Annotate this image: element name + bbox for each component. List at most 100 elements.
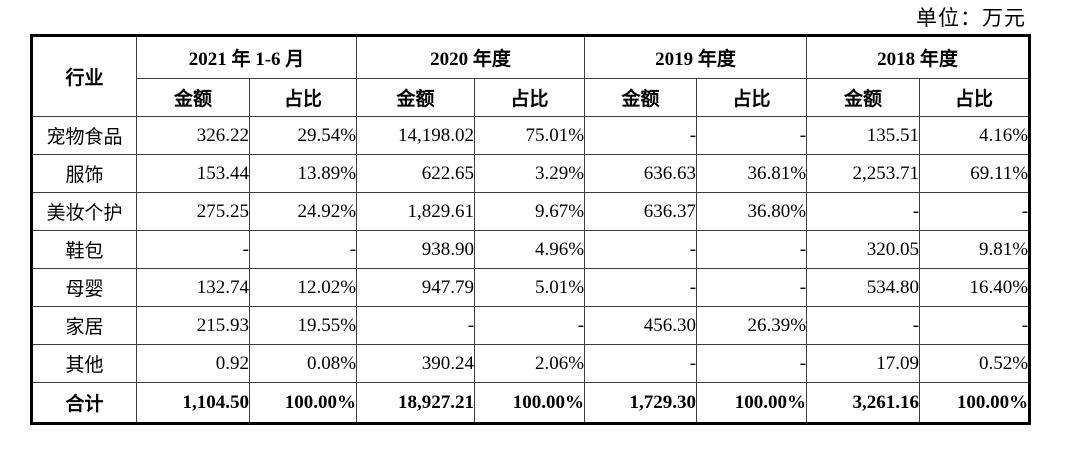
share-cell: -	[696, 344, 808, 383]
industry-cell: 服饰	[31, 154, 137, 193]
table-row: 家居 215.93 19.55% - -456.30 26.39% - -	[31, 306, 1031, 345]
period-header-2019: 2019 年度	[584, 35, 808, 79]
share-cell: 9.67%	[474, 192, 586, 231]
share-header-cell: 占比	[696, 78, 808, 117]
industry-cell: 其他	[31, 344, 137, 383]
share-cell: 69.11%	[919, 154, 1031, 193]
share-cell: 100.00%	[248, 382, 358, 424]
share-cell: 0.52%	[919, 344, 1031, 383]
amount-cell: 636.63	[584, 154, 698, 193]
amount-header-cell: 金额	[136, 78, 250, 117]
share-cell: 12.02%	[248, 268, 358, 307]
industry-cell: 美妆个护	[31, 192, 137, 231]
period-header-2018: 2018 年度	[806, 35, 1031, 79]
amount-cell: 14,198.02	[356, 116, 476, 155]
share-cell: 36.80%	[696, 192, 808, 231]
amount-cell: 135.51	[806, 116, 921, 155]
amount-cell: 622.65	[356, 154, 476, 193]
industry-cell: 鞋包	[31, 230, 137, 269]
table-row: 其他 0.92 0.08% 390.24 2.06% - -17.09 0.52%	[31, 344, 1031, 383]
amount-cell: 534.80	[806, 268, 921, 307]
share-cell: 13.89%	[248, 154, 358, 193]
share-cell: 100.00%	[696, 382, 808, 424]
share-header-cell: 占比	[248, 78, 358, 117]
amount-cell: 0.92	[136, 344, 250, 383]
period-header-2020: 2020 年度	[356, 35, 586, 79]
share-cell: 16.40%	[919, 268, 1031, 307]
amount-cell: 320.05	[806, 230, 921, 269]
industry-header-cell: 行业	[31, 35, 137, 117]
amount-cell: 17.09	[806, 344, 921, 383]
period-header-2021: 2021 年 1-6 月	[135, 35, 358, 79]
revenue-by-industry-table: 行业 2021 年 1-6 月 2020 年度 2019 年度 2018 年度 …	[30, 34, 1032, 425]
unit-label: 单位：万元	[916, 6, 1026, 30]
share-cell: 100.00%	[474, 382, 586, 424]
share-cell: 4.16%	[919, 116, 1031, 155]
amount-cell: 390.24	[356, 344, 476, 383]
amount-cell: -	[584, 268, 698, 307]
share-cell: 100.00%	[919, 382, 1031, 424]
amount-cell: -	[584, 230, 698, 269]
amount-header-cell: 金额	[584, 78, 698, 117]
share-cell: 36.81%	[696, 154, 808, 193]
share-cell: -	[919, 192, 1031, 231]
share-cell: -	[696, 230, 808, 269]
table-header: 行业 2021 年 1-6 月 2020 年度 2019 年度 2018 年度 …	[31, 35, 1031, 117]
amount-cell: -	[136, 230, 250, 269]
total-row: 合计 1,104.50 100.00% 18,927.21 100.00% 1,729.3…	[31, 382, 1031, 424]
share-cell: 29.54%	[248, 116, 358, 155]
industry-cell: 宠物食品	[31, 116, 137, 155]
share-cell: -	[696, 268, 808, 307]
table-row: 宠物食品 326.22 29.54% 14,198.02 75.01% - -135.51 4…	[31, 116, 1031, 155]
amount-cell: 947.79	[356, 268, 476, 307]
amount-cell: 456.30	[584, 306, 698, 345]
amount-cell: 18,927.21	[356, 382, 476, 424]
industry-cell: 母婴	[31, 268, 137, 307]
amount-cell: -	[806, 192, 921, 231]
amount-cell: 938.90	[356, 230, 476, 269]
table-body: 宠物食品 326.22 29.54% 14,198.02 75.01% - -135.51 4…	[31, 116, 1031, 424]
amount-cell: 1,729.30	[584, 382, 698, 424]
amount-cell: 153.44	[136, 154, 250, 193]
share-cell: 75.01%	[474, 116, 586, 155]
period-header-row: 行业 2021 年 1-6 月 2020 年度 2019 年度 2018 年度	[31, 35, 1031, 117]
share-cell: -	[474, 306, 586, 345]
amount-cell: 1,829.61	[356, 192, 476, 231]
table-row: 美妆个护 275.25 24.92% 1,829.61 9.67% 636.37 36.80…	[31, 192, 1031, 231]
share-cell: 4.96%	[474, 230, 586, 269]
share-cell: 5.01%	[474, 268, 586, 307]
amount-cell: 275.25	[136, 192, 250, 231]
amount-cell: 132.74	[136, 268, 250, 307]
amount-header-cell: 金额	[356, 78, 476, 117]
share-header-cell: 占比	[474, 78, 586, 117]
amount-cell: -	[806, 306, 921, 345]
amount-cell: -	[356, 306, 476, 345]
amount-cell: -	[584, 344, 698, 383]
share-cell: 3.29%	[474, 154, 586, 193]
share-cell: 9.81%	[919, 230, 1031, 269]
sub-header-row: 金额 占比 金额 占比 金额 占比 金额 占比	[32, 78, 1031, 117]
table-row: 鞋包 - -938.90 4.96% - -320.05 9.81%	[31, 230, 1031, 269]
amount-cell: 636.37	[584, 192, 698, 231]
amount-cell: -	[584, 116, 698, 155]
amount-cell: 3,261.16	[806, 382, 921, 424]
share-cell: 2.06%	[474, 344, 586, 383]
industry-cell: 合计	[31, 382, 137, 424]
table-row: 服饰 153.44 13.89% 622.65 3.29% 636.63 36.81% 2,2…	[31, 154, 1031, 193]
share-cell: 0.08%	[248, 344, 358, 383]
share-cell: -	[248, 230, 358, 269]
share-cell: 24.92%	[248, 192, 358, 231]
amount-cell: 215.93	[136, 306, 250, 345]
share-cell: -	[696, 116, 808, 155]
amount-header-cell: 金额	[806, 78, 921, 117]
amount-cell: 1,104.50	[136, 382, 250, 424]
share-cell: -	[919, 306, 1031, 345]
amount-cell: 326.22	[136, 116, 250, 155]
share-cell: 26.39%	[696, 306, 808, 345]
share-header-cell: 占比	[919, 78, 1031, 117]
amount-cell: 2,253.71	[806, 154, 921, 193]
table-row: 母婴 132.74 12.02% 947.79 5.01% - -534.80 16.40%	[31, 268, 1031, 307]
share-cell: 19.55%	[248, 306, 358, 345]
industry-cell: 家居	[31, 306, 137, 345]
